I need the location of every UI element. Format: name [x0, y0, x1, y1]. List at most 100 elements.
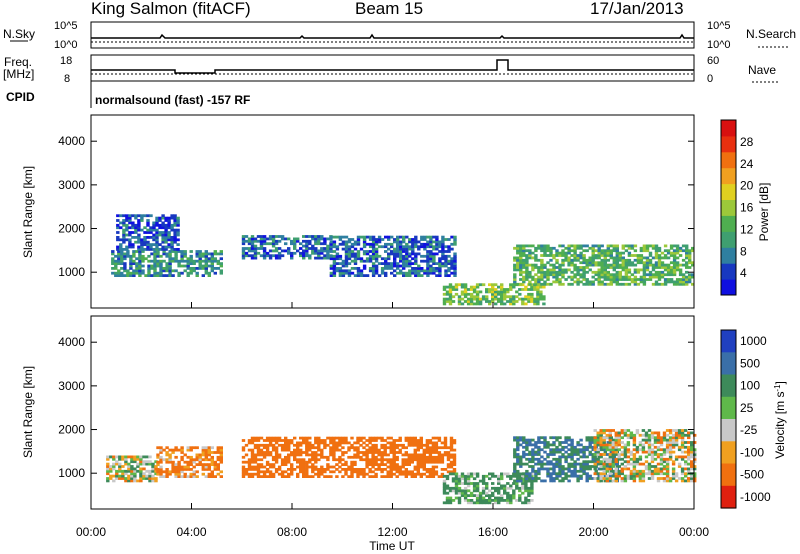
- power-cell: [543, 280, 547, 284]
- velocity-cell: [576, 474, 580, 478]
- velocity-cell: [389, 443, 393, 447]
- velocity-cell: [287, 460, 291, 464]
- velocity-cell: [525, 448, 529, 452]
- velocity-cell: [344, 463, 348, 466]
- power-cell: [317, 254, 321, 258]
- velocity-cell: [299, 460, 303, 464]
- power-cell: [117, 269, 121, 273]
- velocity-cell: [593, 445, 597, 449]
- power-cell: [371, 269, 376, 273]
- velocity-cell: [259, 463, 264, 466]
- power-cell: [122, 248, 126, 251]
- velocity-cell: [603, 467, 607, 471]
- velocity-cell: [437, 436, 442, 440]
- velocity-cell: [362, 436, 366, 440]
- power-cell: [546, 278, 550, 281]
- power-cell: [332, 254, 337, 258]
- velocity-cell: [500, 474, 504, 478]
- velocity-cell: [632, 457, 637, 461]
- power-cell: [262, 254, 267, 258]
- power-cell: [155, 231, 159, 234]
- power-cell: [582, 258, 586, 262]
- velocity-colorbar-tick: 1000: [740, 334, 767, 348]
- velocity-cell: [596, 431, 600, 435]
- velocity-cell: [570, 441, 574, 444]
- power-cell: [176, 231, 180, 234]
- velocity-cell: [522, 436, 526, 440]
- velocity-cell: [488, 494, 492, 497]
- power-cell: [441, 264, 445, 268]
- power-cell: [666, 266, 671, 269]
- velocity-cell: [684, 479, 688, 483]
- power-colorbar-swatch: [721, 135, 736, 153]
- velocity-cell: [320, 448, 324, 452]
- velocity-cell: [527, 489, 531, 493]
- velocity-cell: [531, 465, 535, 468]
- power-cell: [150, 264, 154, 268]
- velocity-cell: [151, 477, 155, 480]
- velocity-cell: [555, 474, 559, 478]
- velocity-cell: [362, 458, 366, 462]
- freq-label-2: [MHz]: [3, 67, 34, 81]
- power-cell: [567, 263, 571, 267]
- velocity-cell: [605, 474, 609, 478]
- velocity-cell: [671, 450, 676, 454]
- velocity-cell: [632, 443, 637, 447]
- velocity-cell: [280, 460, 285, 464]
- power-cell: [642, 273, 647, 277]
- power-cell: [138, 254, 142, 258]
- power-cell: [368, 267, 373, 270]
- power-cell: [347, 274, 352, 277]
- power-cell: [371, 250, 376, 253]
- power-cell: [561, 270, 565, 274]
- velocity-cell: [219, 475, 223, 478]
- power-cell: [651, 246, 656, 250]
- power-cell: [153, 262, 157, 265]
- power-cell: [147, 267, 151, 270]
- velocity-cell: [293, 443, 297, 447]
- velocity-cell: [389, 472, 393, 476]
- power-cell: [426, 240, 430, 244]
- velocity-cell: [198, 455, 202, 459]
- velocity-cell: [650, 443, 655, 447]
- power-cell: [525, 275, 529, 279]
- power-cell: [582, 275, 586, 279]
- power-cell: [624, 282, 629, 286]
- velocity-cell: [210, 463, 214, 466]
- velocity-cell: [380, 468, 384, 471]
- power-cell: [173, 231, 177, 234]
- power-cell: [460, 292, 465, 296]
- velocity-cell: [311, 446, 315, 450]
- velocity-cell: [287, 443, 291, 447]
- power-cell: [615, 270, 619, 274]
- power-cell: [540, 273, 544, 277]
- velocity-cell: [350, 468, 354, 471]
- velocity-cell: [386, 453, 390, 457]
- power-cell: [426, 267, 430, 270]
- power-cell: [630, 263, 635, 267]
- power-cell: [350, 250, 355, 253]
- power-cell: [475, 290, 480, 294]
- power-cell: [513, 246, 517, 250]
- power-cell: [347, 271, 352, 275]
- power-cell: [564, 254, 568, 257]
- velocity-cell: [177, 465, 181, 469]
- power-cell: [396, 242, 400, 246]
- velocity-cell: [274, 446, 279, 450]
- velocity-cell: [500, 496, 504, 500]
- power-cell: [597, 244, 601, 248]
- velocity-cell: [530, 486, 534, 490]
- power-cell: [666, 249, 671, 253]
- velocity-cell: [638, 462, 643, 466]
- power-cell: [417, 240, 421, 244]
- velocity-cell: [210, 455, 214, 459]
- velocity-cell: [552, 457, 556, 461]
- velocity-cell: [253, 439, 258, 442]
- power-cell: [201, 274, 205, 277]
- power-cell: [171, 259, 175, 263]
- velocity-cell: [531, 467, 535, 471]
- power-cell: [350, 252, 355, 256]
- power-cell: [207, 259, 211, 263]
- power-cell: [152, 233, 156, 237]
- velocity-cell: [350, 446, 354, 450]
